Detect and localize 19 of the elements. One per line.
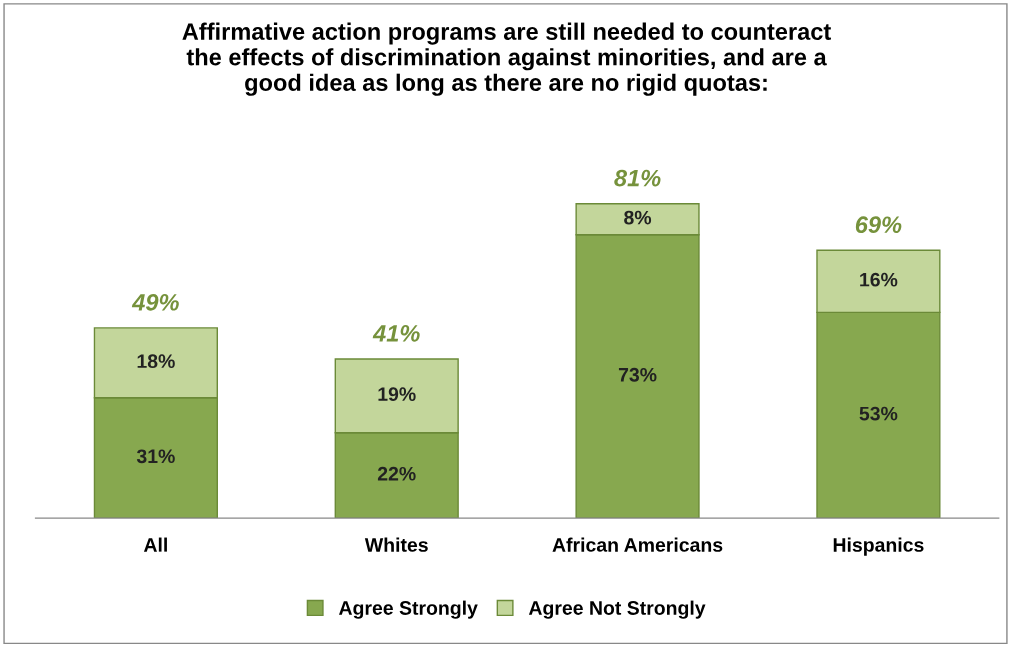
legend-label: Agree Not Strongly — [528, 600, 706, 619]
total-label: 41% — [372, 325, 420, 342]
data-label: 16% — [860, 272, 898, 287]
data-label: 22% — [377, 466, 416, 481]
total-label: 81% — [614, 169, 661, 187]
total-label: 49% — [131, 293, 179, 311]
data-label: 73% — [618, 367, 657, 382]
data-label: 53% — [859, 406, 898, 421]
x-tick-label: All — [143, 537, 167, 552]
data-label: 8% — [624, 210, 652, 225]
data-label: 18% — [137, 354, 175, 369]
chart-title: Affirmative action programs are still needed to counteract the effects of discrimination against minorities, and are a good idea as long as there are no rigid quotas: — [182, 22, 831, 96]
data-label: 31% — [136, 449, 175, 464]
x-tick-label: Hispanics — [833, 537, 924, 556]
legend-label: Agree Strongly — [338, 600, 478, 619]
data-label: 19% — [378, 387, 416, 402]
x-tick-label: Whites — [364, 537, 428, 552]
total-label: 69% — [855, 216, 902, 234]
x-tick-label: African Americans — [552, 537, 723, 552]
